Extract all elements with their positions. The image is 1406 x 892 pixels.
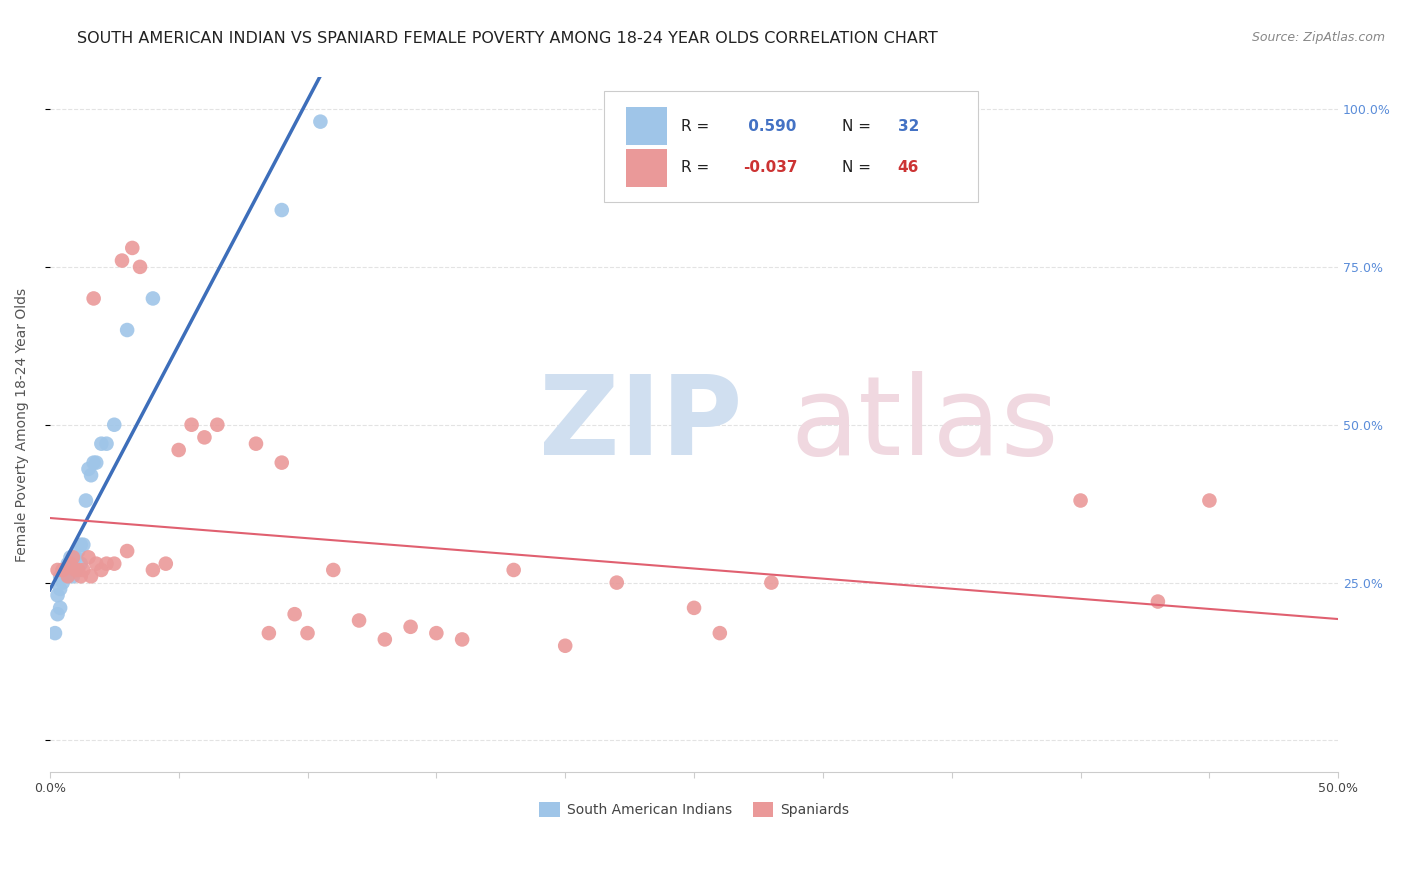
Point (451, 632, 474, 647)
Text: Source: ZipAtlas.com: Source: ZipAtlas.com (1251, 31, 1385, 45)
Point (193, 430, 215, 444)
Point (115, 323, 138, 337)
Point (284, 607, 307, 622)
Point (83, 456, 105, 470)
Point (180, 417, 202, 432)
Point (374, 632, 396, 647)
Point (56, 569, 79, 583)
Point (683, 600, 706, 615)
Point (347, 614, 370, 628)
Point (46, 563, 69, 577)
Point (84, 456, 107, 470)
Point (59, 550, 82, 565)
Point (83, 292, 105, 306)
Point (761, 575, 783, 590)
Point (322, 563, 344, 577)
Point (554, 639, 576, 653)
Point (129, 260, 152, 274)
Point (67, 563, 90, 577)
Point (46, 607, 69, 622)
Point (52, 563, 75, 577)
Text: 32: 32 (897, 119, 920, 134)
Point (399, 620, 422, 634)
Point (207, 417, 229, 432)
Point (67, 544, 90, 558)
Point (59, 563, 82, 577)
Text: SOUTH AMERICAN INDIAN VS SPANIARD FEMALE POVERTY AMONG 18-24 YEAR OLDS CORRELATI: SOUTH AMERICAN INDIAN VS SPANIARD FEMALE… (77, 31, 938, 46)
Point (46, 588, 69, 602)
Point (72, 563, 94, 577)
Point (425, 626, 447, 640)
Point (52, 563, 75, 577)
FancyBboxPatch shape (626, 149, 666, 186)
Point (75, 493, 97, 508)
Point (62, 569, 84, 583)
Point (65, 563, 87, 577)
Text: N =: N = (842, 161, 876, 175)
Point (69, 538, 91, 552)
Point (56, 557, 79, 571)
Point (77, 462, 100, 476)
Text: 46: 46 (897, 161, 920, 175)
Point (1147, 594, 1170, 608)
Point (167, 442, 190, 457)
Point (115, 544, 138, 558)
Point (103, 557, 125, 571)
Point (53, 563, 76, 577)
Point (270, 202, 292, 217)
Point (297, 626, 319, 640)
Point (49, 569, 72, 583)
Point (502, 563, 524, 577)
Point (709, 626, 731, 640)
Point (96, 557, 118, 571)
Point (65, 563, 87, 577)
Point (142, 563, 165, 577)
Text: R =: R = (681, 119, 714, 134)
Legend: South American Indians, Spaniards: South American Indians, Spaniards (531, 796, 856, 824)
Point (49, 582, 72, 596)
Point (52, 575, 75, 590)
Text: ZIP: ZIP (540, 371, 742, 478)
Point (69, 569, 91, 583)
Point (90, 563, 112, 577)
Point (309, 114, 332, 128)
Point (72, 538, 94, 552)
Point (49, 600, 72, 615)
Text: N =: N = (842, 119, 876, 134)
Text: atlas: atlas (790, 371, 1059, 478)
Point (96, 436, 118, 450)
Point (65, 550, 87, 565)
Y-axis label: Female Poverty Among 18-24 Year Olds: Female Poverty Among 18-24 Year Olds (15, 288, 30, 562)
Point (1070, 493, 1092, 508)
Point (606, 575, 628, 590)
Point (44, 626, 66, 640)
Point (69, 557, 91, 571)
Text: -0.037: -0.037 (742, 161, 797, 175)
Point (80, 468, 103, 483)
FancyBboxPatch shape (603, 91, 977, 202)
Point (155, 557, 177, 571)
Text: 0.590: 0.590 (742, 119, 796, 134)
Point (77, 550, 100, 565)
Point (80, 569, 103, 583)
Point (84, 557, 107, 571)
Point (257, 626, 280, 640)
Point (111, 253, 134, 268)
Text: R =: R = (681, 161, 714, 175)
Point (270, 456, 292, 470)
Point (1198, 493, 1220, 508)
FancyBboxPatch shape (626, 107, 666, 145)
Point (59, 557, 82, 571)
Point (62, 550, 84, 565)
Point (56, 569, 79, 583)
Point (103, 417, 125, 432)
Point (121, 241, 143, 255)
Point (142, 292, 165, 306)
Point (245, 436, 267, 450)
Point (90, 436, 112, 450)
